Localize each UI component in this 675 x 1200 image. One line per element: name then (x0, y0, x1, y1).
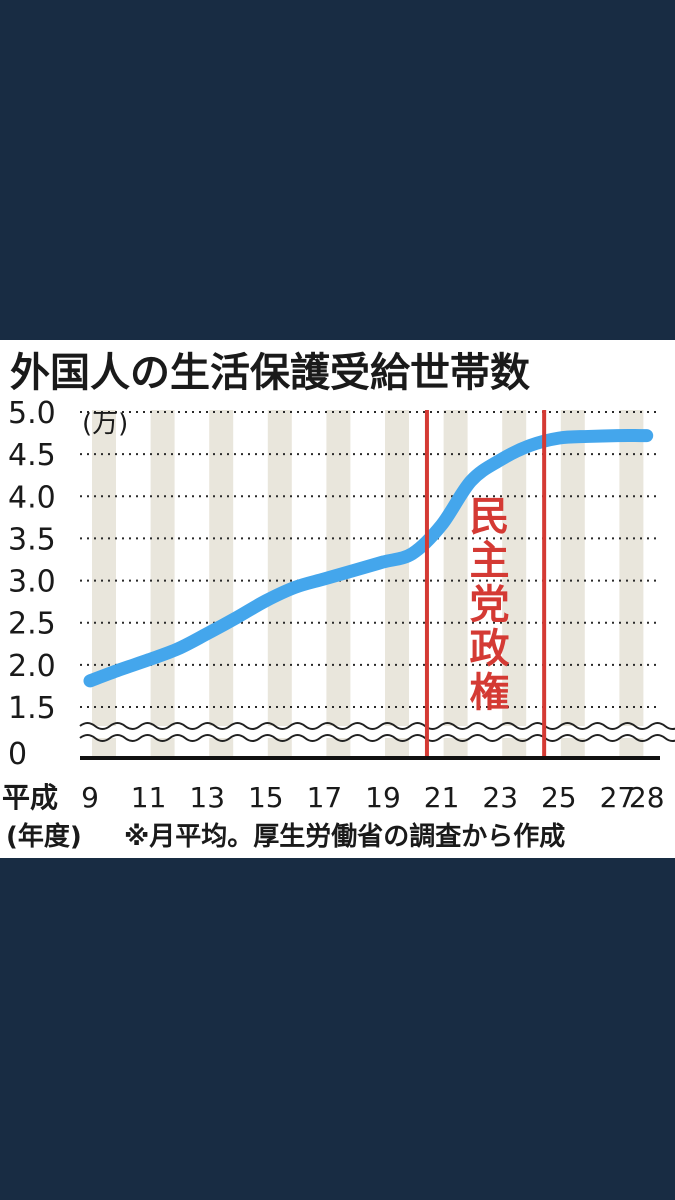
chart-svg: 0 1.5 2.0 2.5 3.0 3.5 4.0 4.5 5.0 9 11 13 15 17 19 21 2… (2, 350, 675, 852)
annotation-char: 主 (470, 538, 510, 584)
y-tick-label: 1.5 (8, 691, 56, 726)
background-stripe (502, 410, 527, 759)
axis-break (79, 722, 675, 760)
x-unit-label: (年度) (6, 821, 82, 852)
x-tick-label: 21 (424, 781, 460, 814)
y-tick-label: 0 (8, 737, 27, 772)
y-tick-label: 4.5 (8, 438, 56, 473)
series-line (83, 429, 654, 688)
y-tick-label: 2.0 (8, 649, 56, 684)
x-tick-label: 23 (482, 781, 518, 814)
annotation-char: 政 (470, 626, 510, 672)
axis-break-wave (79, 722, 675, 730)
x-tick-label: 27 (600, 781, 636, 814)
x-tick-label: 9 (81, 781, 99, 814)
x-tick-label: 17 (307, 781, 343, 814)
background-stripe (92, 410, 116, 759)
y-tick-label: 3.5 (8, 522, 56, 557)
y-tick-label: 2.5 (8, 607, 56, 642)
background-stripe (209, 410, 234, 759)
background-stripe (619, 410, 644, 759)
annotation-char: 党 (470, 582, 510, 628)
x-tick-label: 19 (365, 781, 401, 814)
background-stripe (385, 410, 409, 759)
x-tick-label: 13 (189, 781, 225, 814)
background-stripe (560, 410, 585, 759)
background-stripe (150, 410, 175, 759)
annotation-char: 民 (470, 494, 510, 540)
x-tick-label: 28 (629, 781, 665, 814)
x-axis-prefix: 平成 (2, 781, 58, 814)
x-tick-label: 25 (541, 781, 577, 814)
series-line-layer (83, 429, 654, 688)
y-unit-label: (万) (82, 409, 128, 439)
background-stripes (92, 410, 644, 759)
y-tick-label: 4.0 (8, 480, 56, 515)
background-stripe (443, 410, 468, 759)
x-tick-label: 11 (131, 781, 167, 814)
y-tick-labels: 0 1.5 2.0 2.5 3.0 3.5 4.0 4.5 5.0 (8, 396, 56, 772)
y-tick-label: 3.0 (8, 565, 56, 600)
y-tick-label: 5.0 (8, 396, 56, 431)
x-tick-label: 15 (248, 781, 284, 814)
background-stripe (326, 410, 351, 759)
chart-title: 外国人の生活保護受給世帯数 (10, 350, 530, 396)
annotation-char: 権 (470, 670, 510, 716)
chart-panel: 0 1.5 2.0 2.5 3.0 3.5 4.0 4.5 5.0 9 11 13 15 17 19 21 2… (0, 340, 675, 858)
period-markers (424, 410, 547, 756)
source-note: ※月平均。厚生労働省の調査から作成 (124, 821, 565, 852)
axis-break-wave (79, 734, 675, 742)
gridlines (80, 411, 660, 708)
